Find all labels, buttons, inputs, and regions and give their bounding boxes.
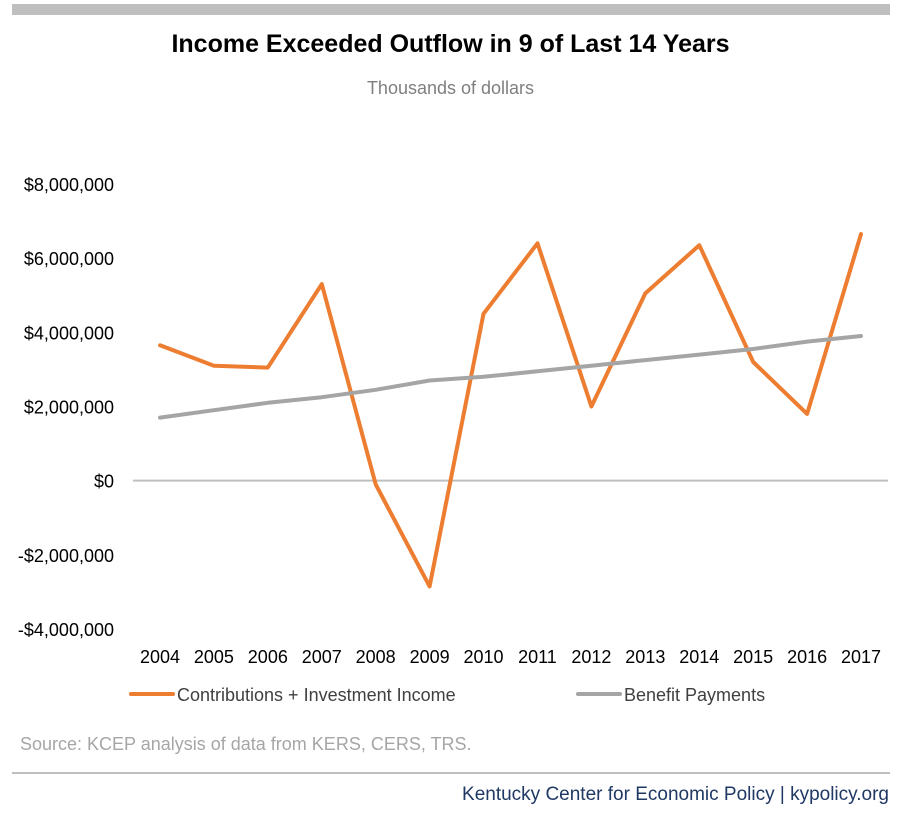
y-tick-label: -$2,000,000 — [18, 546, 114, 566]
y-tick-label: $8,000,000 — [24, 175, 114, 195]
y-tick-label: $4,000,000 — [24, 323, 114, 343]
legend-label: Benefit Payments — [624, 685, 765, 705]
x-tick-label: 2017 — [841, 647, 881, 667]
series-line-contributions — [158, 232, 863, 589]
x-tick-label: 2012 — [571, 647, 611, 667]
y-tick-label: $2,000,000 — [24, 398, 114, 418]
x-tick-label: 2005 — [194, 647, 234, 667]
x-tick-label: 2011 — [518, 647, 557, 667]
chart-title: Income Exceeded Outflow in 9 of Last 14 … — [171, 30, 730, 58]
x-tick-label: 2013 — [625, 647, 665, 667]
y-tick-label: $0 — [94, 472, 114, 492]
x-tick-label: 2008 — [356, 647, 396, 667]
x-tick-label: 2007 — [302, 647, 342, 667]
x-tick-label: 2015 — [733, 647, 773, 667]
y-tick-label: $6,000,000 — [24, 249, 114, 269]
x-tick-label: 2009 — [410, 647, 450, 667]
x-tick-label: 2004 — [140, 647, 180, 667]
y-tick-label: -$4,000,000 — [18, 620, 114, 640]
footer-credit: Kentucky Center for Economic Policy | ky… — [462, 784, 889, 805]
x-tick-label: 2014 — [679, 647, 719, 667]
top-rule — [12, 4, 890, 15]
x-tick-label: 2006 — [248, 647, 288, 667]
series-line-benefits — [158, 334, 863, 420]
legend-label: Contributions + Investment Income — [177, 685, 456, 705]
source-note: Source: KCEP analysis of data from KERS,… — [20, 734, 472, 754]
bottom-rule — [12, 772, 890, 774]
x-tick-label: 2010 — [464, 647, 504, 667]
x-tick-label: 2016 — [787, 647, 827, 667]
chart-subtitle: Thousands of dollars — [366, 78, 535, 98]
